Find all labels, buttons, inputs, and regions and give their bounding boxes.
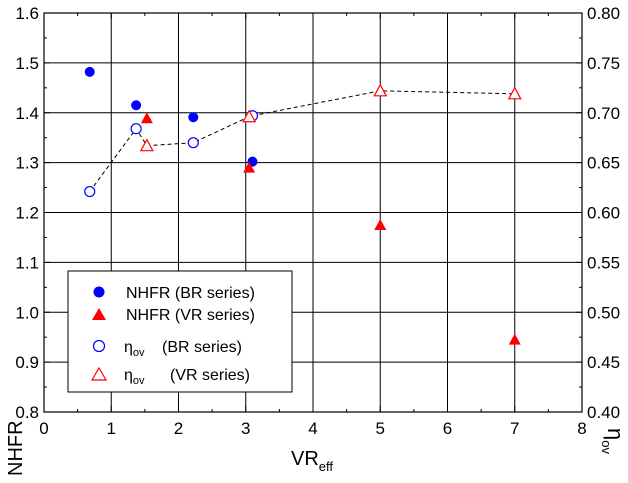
legend-label: ηov (VR series)	[124, 367, 250, 387]
legend-item-nhfr-br: NHFR (BR series)	[93, 285, 255, 302]
series-4-point	[373, 83, 388, 97]
y-tick-label: 1.6	[15, 4, 39, 23]
legend-marker-open-triangle	[90, 366, 108, 381]
y2-tick-label: 0.65	[587, 154, 620, 173]
y-axis-title: NHFR	[5, 420, 27, 476]
y2-tick-label: 0.80	[587, 4, 620, 23]
y-tick-label: 0.8	[15, 403, 39, 422]
tick-labels: 0 1 2 3 4 5 6 7 8 0.8 0.9 1.0 1.1 1.2 1.3 1.4 1.5 1.6 0.40…	[15, 4, 620, 438]
axis-ticks	[43, 12, 583, 413]
y-tick-label: 1.0	[15, 303, 39, 322]
eta-dashed-line	[89, 90, 515, 192]
y-tick-label: 1.1	[15, 253, 39, 272]
legend-item-eta-br: ηov (BR series)	[92, 339, 242, 359]
x-tick-label: 7	[510, 419, 519, 438]
y2-tick-label: 0.75	[587, 54, 620, 73]
legend-box	[67, 270, 293, 393]
x-tick-label: 0	[39, 419, 48, 438]
x-tick-label: 5	[376, 419, 385, 438]
legend: NHFR (BR series) NHFR (VR series) ηov (BR…	[67, 270, 293, 393]
series-2-point	[243, 161, 256, 173]
series-1-point	[188, 112, 199, 123]
y2-tick-label: 0.50	[587, 303, 620, 322]
y-tick-label: 1.4	[15, 104, 39, 123]
x-tick-label: 8	[577, 419, 586, 438]
legend-marker-filled-circle	[93, 286, 105, 298]
legend-label: NHFR (VR series)	[126, 307, 255, 324]
legend-item-eta-vr: ηov (VR series)	[90, 366, 250, 387]
x-tick-label: 1	[107, 419, 116, 438]
legend-item-nhfr-vr: NHFR (VR series)	[92, 307, 255, 324]
series-3-point	[84, 185, 96, 198]
x-tick-label: 4	[308, 419, 317, 438]
y2-tick-label: 0.70	[587, 104, 620, 123]
y2-tick-label: 0.45	[587, 353, 620, 372]
y-tick-label: 1.3	[15, 154, 39, 173]
x-tick-label: 2	[174, 419, 183, 438]
series-3-point	[130, 123, 142, 135]
series-2-point	[140, 112, 153, 124]
y2-tick-label: 0.55	[587, 253, 620, 272]
series-1-point	[84, 66, 95, 77]
legend-label: ηov (BR series)	[124, 339, 242, 359]
dashed-connection-line	[89, 90, 515, 192]
legend-marker-filled-triangle	[92, 308, 106, 320]
y2-tick-label: 0.60	[587, 204, 620, 223]
data-marks	[84, 66, 522, 345]
series-1-point	[131, 100, 142, 111]
y-tick-label: 0.9	[15, 353, 39, 372]
y-tick-label: 1.2	[15, 204, 39, 223]
x-tick-label: 6	[443, 419, 452, 438]
series-2-point	[508, 333, 521, 345]
series-2-point	[374, 218, 387, 230]
legend-marker-open-circle	[92, 339, 106, 353]
x-axis-title: VReff	[291, 448, 333, 474]
y2-tick-label: 0.40	[587, 403, 620, 422]
legend-label: NHFR (BR series)	[126, 285, 255, 302]
series-3-point	[187, 137, 199, 149]
series-4-point	[139, 138, 154, 152]
x-tick-label: 3	[241, 419, 250, 438]
series-4-point	[242, 109, 257, 123]
y-tick-label: 1.5	[15, 54, 39, 73]
series-4-point	[507, 86, 522, 100]
y2-axis-title: ηov	[599, 428, 628, 454]
grid-lines	[44, 13, 582, 412]
